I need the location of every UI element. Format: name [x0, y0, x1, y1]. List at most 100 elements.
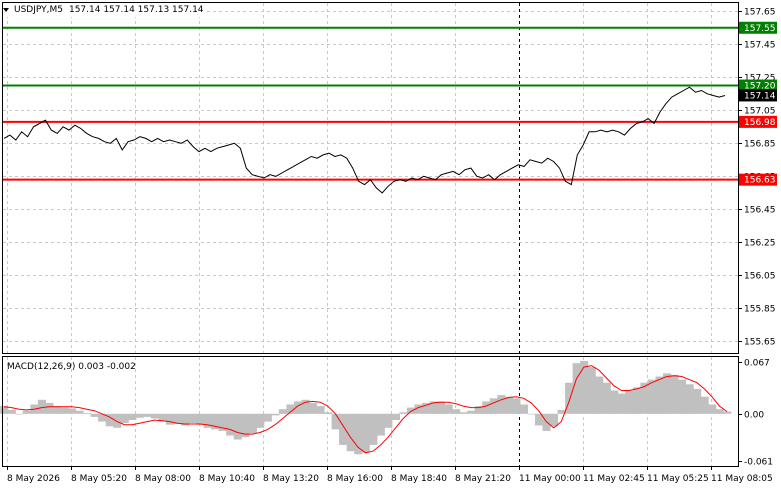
macd-histogram-bar: [519, 404, 528, 414]
macd-histogram-bar: [45, 402, 54, 414]
price-tick-label: 157.25: [744, 74, 776, 84]
price-tick-label: 157.05: [744, 107, 776, 117]
macd-histogram-bar: [700, 396, 709, 414]
triangle-down-icon[interactable]: [3, 8, 9, 12]
macd-histogram-bar: [53, 406, 62, 414]
macd-histogram-bar: [527, 413, 536, 415]
macd-histogram-bar: [632, 387, 641, 414]
macd-histogram-bar: [414, 404, 423, 414]
macd-histogram-bar: [60, 407, 69, 414]
macd-histogram-bar: [670, 374, 679, 414]
time-tick-label: 11 May 02:45: [583, 474, 645, 484]
macd-histogram-bar: [128, 413, 137, 420]
price-tick-label: 157.45: [744, 41, 776, 51]
time-tick-label: 11 May 00:00: [519, 474, 581, 484]
price-line: [3, 86, 726, 194]
macd-histogram-bar: [37, 399, 46, 414]
macd-histogram-bar: [316, 406, 325, 414]
macd-histogram-bar: [226, 413, 235, 436]
symbol-label: USDJPY,M5: [14, 5, 63, 15]
time-tick-label: 8 May 05:20: [71, 474, 127, 484]
macd-histogram-bar: [678, 379, 687, 414]
macd-histogram-bar: [135, 413, 144, 418]
price-panel-frame: [2, 2, 739, 354]
macd-histogram-bar: [22, 410, 31, 414]
macd-tick-label: 0.00: [744, 411, 764, 421]
time-tick-label: 8 May 08:00: [135, 474, 191, 484]
macd-histogram-bar: [497, 395, 506, 414]
macd-histogram-bar: [7, 409, 16, 414]
macd-panel-frame: [2, 356, 739, 467]
macd-histogram-bar: [181, 413, 190, 426]
macd-histogram-bar: [218, 413, 227, 431]
macd-histogram-bar: [610, 390, 619, 414]
macd-histogram-bar: [647, 379, 656, 414]
macd-histogram-bar: [693, 388, 702, 414]
macd-histogram-bar: [150, 413, 159, 419]
time-tick-label: 8 May 21:20: [455, 474, 511, 484]
macd-histogram-bar: [286, 404, 295, 414]
macd-tick-label: -0.061: [744, 458, 773, 468]
macd-histogram-bar: [504, 396, 513, 414]
macd-histogram-bar: [83, 413, 92, 414]
macd-histogram-bar: [233, 413, 242, 440]
macd-histogram-bar: [467, 410, 476, 414]
macd-histogram-bar: [15, 413, 24, 415]
macd-histogram-bar: [361, 413, 370, 453]
macd-histogram-bar: [557, 409, 566, 414]
time-tick-label: 8 May 13:20: [263, 474, 319, 484]
price-tick-label: 156.05: [744, 272, 776, 282]
macd-histogram-bar: [655, 376, 664, 414]
macd-histogram-bar: [90, 413, 99, 417]
macd-histogram-bar: [165, 413, 174, 425]
macd-histogram-bar: [98, 413, 107, 422]
macd-histogram-bar: [489, 398, 498, 414]
macd-histogram-bar: [376, 413, 385, 436]
level-label: 156.98: [744, 118, 776, 128]
level-label: 157.55: [744, 24, 776, 34]
macd-histogram-bar: [294, 401, 303, 414]
macd-histogram-bar: [158, 413, 167, 422]
macd-histogram-bar: [708, 404, 717, 414]
macd-histogram-bar: [324, 412, 333, 414]
macd-histogram-bar: [685, 384, 694, 414]
macd-histogram-bar: [399, 412, 408, 414]
macd-histogram-bar: [444, 404, 453, 414]
macd-histogram-bar: [422, 402, 431, 414]
macd-histogram-bar: [625, 390, 634, 414]
macd-histogram-bar: [309, 402, 318, 414]
macd-tick-label: 0.067: [744, 359, 770, 369]
macd-histogram-bar: [369, 413, 378, 445]
macd-histogram-bar: [203, 413, 212, 428]
macd-histogram-bar: [617, 393, 626, 414]
macd-histogram-bar: [572, 363, 581, 414]
macd-histogram-bar: [143, 413, 152, 417]
macd-histogram-bar: [474, 406, 483, 414]
macd-histogram-bar: [331, 413, 340, 430]
macd-histogram-bar: [105, 413, 114, 427]
macd-histogram-bar: [113, 413, 122, 428]
macd-histogram-bar: [339, 413, 348, 445]
macd-histogram-bar: [640, 382, 649, 414]
level-label: 157.20: [744, 82, 776, 92]
chart-header: USDJPY,M5 157.14 157.14 157.13 157.14: [3, 3, 207, 17]
macd-histogram-bar: [406, 407, 415, 414]
time-tick-label: 8 May 18:40: [391, 474, 447, 484]
level-label-box: [739, 173, 777, 186]
time-tick-label: 8 May 10:40: [199, 474, 255, 484]
level-label-box: [739, 79, 777, 92]
time-tick-label: 11 May 08:05: [711, 474, 773, 484]
macd-histogram-bar: [188, 413, 197, 424]
ohlc-values: 157.14 157.14 157.13 157.14: [68, 5, 204, 15]
time-tick-label: 11 May 05:25: [647, 474, 709, 484]
current-price-label: 157.14: [744, 91, 776, 101]
macd-histogram-bar: [256, 413, 265, 428]
macd-histogram-bar: [602, 382, 611, 414]
macd-histogram-bar: [241, 413, 250, 438]
macd-histogram-bar: [429, 401, 438, 414]
level-label: 156.63: [744, 176, 776, 186]
macd-histogram-bar: [354, 413, 363, 455]
price-tick-label: 156.25: [744, 239, 776, 249]
